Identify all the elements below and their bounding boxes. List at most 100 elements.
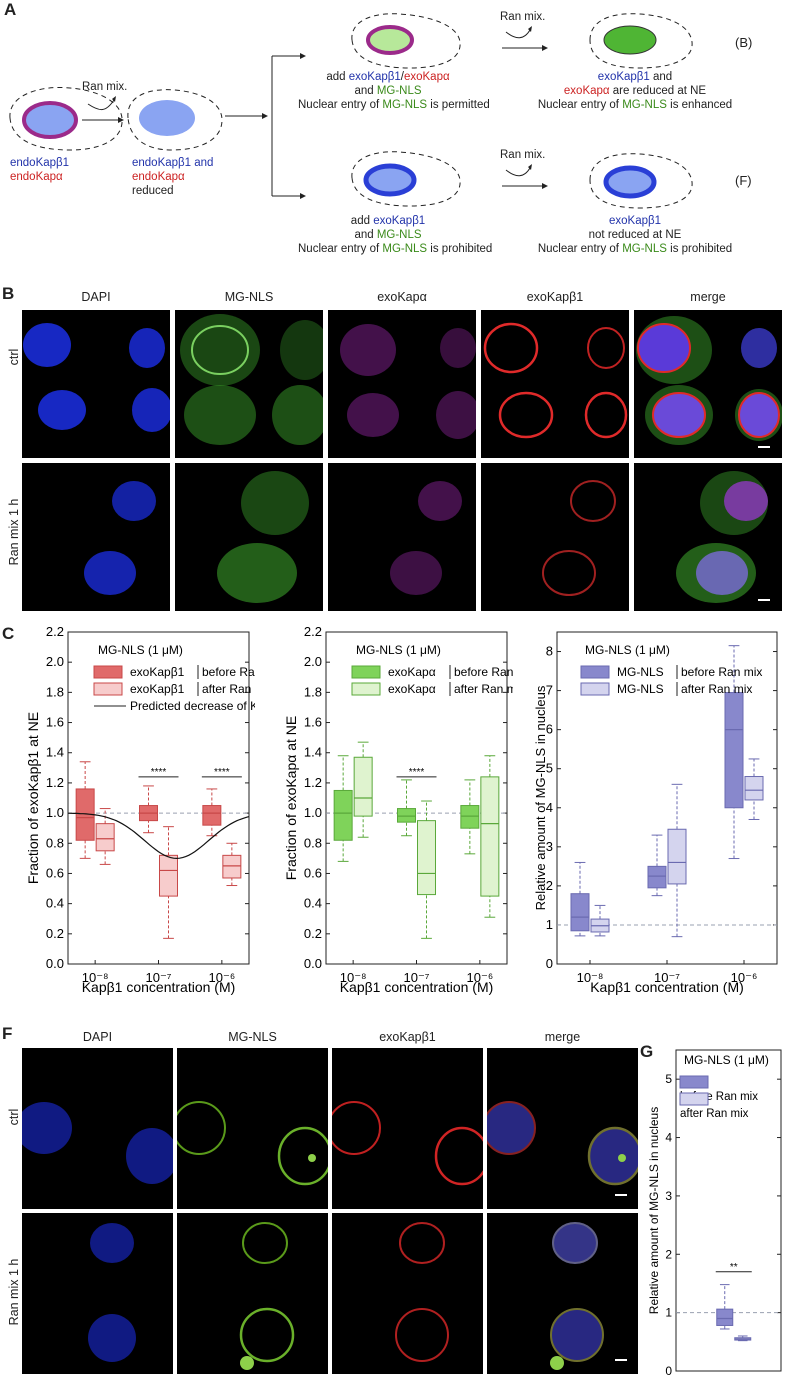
significance-label: **** — [214, 767, 230, 778]
x-tick-label: 10⁻⁶ — [467, 970, 494, 985]
bot-mid-text: add exoKapβ1 and MG-NLS Nuclear entry of… — [298, 215, 493, 255]
legend-label: exoKapα — [388, 665, 436, 679]
nucleus-top-right — [603, 25, 657, 55]
y-tick-label: 4 — [665, 1131, 672, 1145]
box-before — [397, 808, 416, 823]
legend-swatch-0 — [679, 1075, 709, 1089]
start-label: endoKapβ1 endoKapα — [10, 157, 70, 183]
legend-label: exoKapβ1 — [130, 682, 185, 696]
legend-title: MG-NLS (1 μM) — [684, 1053, 769, 1067]
legend-label: MG-NLS — [617, 665, 664, 679]
b-col-label-1: MG-NLS — [224, 290, 274, 304]
y-tick-label: 1.2 — [304, 775, 322, 790]
micrograph-b-dapi-ranmix — [22, 463, 170, 611]
f-col-label-0: DAPI — [82, 1030, 113, 1044]
y-tick-label: 5 — [665, 1072, 672, 1086]
schematic-diagram — [9, 13, 693, 209]
legend-label: exoKapβ1 — [130, 665, 185, 679]
legend-label: exoKapα — [388, 682, 436, 696]
y-tick-label: 2.0 — [46, 654, 64, 669]
y-tick-label: 1.8 — [304, 684, 322, 699]
y-tick-label: 3 — [665, 1189, 672, 1203]
legend-desc: after Ran mix — [202, 682, 255, 696]
micrograph-f-merge-ranmix — [487, 1213, 638, 1374]
legend-desc: before Ran mix — [454, 665, 513, 679]
micrograph-b-merge-ctrl — [634, 310, 782, 458]
top-mid-text: add exoKapβ1/exoKapα and MG-NLS Nuclear … — [298, 71, 490, 111]
box-before — [570, 893, 590, 932]
micrograph-b-dapi-ctrl — [22, 310, 170, 458]
legend-swatch-0 — [351, 665, 381, 679]
y-tick-label: 0.2 — [46, 926, 64, 941]
x-axis-label: Kapβ1 concentration (M) — [340, 979, 494, 995]
b-col-label-3: exoKapβ1 — [526, 290, 584, 304]
micrograph-f-exokapb1-ranmix — [332, 1213, 483, 1374]
y-tick-label: 0.8 — [46, 835, 64, 850]
y-tick-label: 0.6 — [46, 865, 64, 880]
micrograph-f-mgnls-ctrl — [177, 1048, 328, 1209]
legend-title: MG-NLS (1 μM) — [585, 643, 670, 657]
box-before — [647, 865, 667, 889]
micrograph-f-dapi-ranmix — [22, 1213, 173, 1374]
legend-label: Predicted decrease of Kapβ1 — [130, 699, 255, 713]
nucleus-start — [22, 101, 78, 139]
y-tick-label: 1.4 — [46, 745, 64, 760]
ref-f: (F) — [735, 173, 752, 188]
y-tick-label: 2 — [546, 878, 553, 893]
y-tick-label: 3 — [546, 839, 553, 854]
micrograph-b-exokapb1-ranmix — [481, 463, 629, 611]
legend-title: MG-NLS (1 μM) — [98, 643, 183, 657]
legend-title: MG-NLS (1 μM) — [356, 643, 441, 657]
y-tick-label: 1.4 — [304, 745, 322, 760]
significance-label: **** — [409, 767, 425, 778]
y-tick-label: 4 — [546, 800, 553, 815]
row-label-ranmix-f: Ran mix 1 h — [7, 1258, 21, 1326]
x-axis-label: Kapβ1 concentration (M) — [82, 979, 236, 995]
significance-label: **** — [151, 767, 167, 778]
cell-outline-bot-right — [589, 153, 693, 209]
f-col-label-1: MG-NLS — [228, 1030, 277, 1044]
micrograph-b-mgnls-ctrl — [175, 310, 323, 458]
x-tick-label: 10⁻⁸ — [577, 970, 604, 985]
y-tick-label: 2.2 — [304, 624, 322, 639]
ran-mix-label-1: Ran mix. — [82, 81, 128, 93]
box-after — [353, 756, 373, 817]
ref-b: (B) — [735, 35, 753, 50]
y-tick-label: 0 — [546, 956, 553, 971]
panel-letter-f: F — [2, 1024, 13, 1043]
panel-letter-b: B — [2, 284, 15, 303]
y-axis-label: Fraction of exoKapα at NE — [283, 716, 299, 881]
y-tick-label: 1.8 — [46, 684, 64, 699]
legend-desc: before Ran mix — [681, 665, 762, 679]
y-tick-label: 2.2 — [46, 624, 64, 639]
x-axis-label: Kapβ1 concentration (M) — [590, 979, 744, 995]
legend-swatch-1 — [580, 682, 610, 696]
box-after — [417, 820, 436, 896]
significance-label: ** — [730, 1262, 738, 1273]
micrograph-b-exokapa-ranmix — [328, 463, 476, 611]
nucleus-reduced — [139, 100, 195, 136]
box-after — [222, 854, 242, 879]
panel-letter-c: C — [2, 624, 15, 643]
legend-swatch-0 — [580, 665, 610, 679]
y-axis-label: Relative amount of MG-NLS in nucleus — [647, 1107, 661, 1314]
b-col-label-4: merge — [690, 290, 726, 304]
f-col-label-3: merge — [544, 1030, 581, 1044]
box-after — [480, 776, 500, 897]
chart-c3: 0 1 2 3 4 5 6 7 8 10⁻⁸ 10⁻⁷ 10⁻⁶ MG-NLS (1 μM) MG-NLS… — [533, 631, 778, 995]
row-label-ctrl-b: ctrl — [7, 348, 21, 366]
box-before — [202, 805, 222, 826]
legend-desc: after Ran mix — [680, 1108, 749, 1120]
y-tick-label: 2.0 — [304, 654, 322, 669]
chart-c2: 0.0 0.2 0.4 0.6 0.8 1.0 1.2 1.4 1.6 1.8 2.0 2.2 10⁻⁸… — [283, 624, 513, 995]
box-before — [716, 1308, 734, 1326]
y-axis-label: Relative amount of MG-NLS in nucleus — [533, 685, 548, 910]
cell-outline-bot-mid — [351, 151, 461, 207]
y-tick-label: 1 — [665, 1306, 672, 1320]
micrograph-f-dapi-ctrl — [22, 1048, 173, 1209]
micrograph-b-mgnls-ranmix — [175, 463, 323, 611]
micrograph-f-mgnls-ranmix — [177, 1213, 328, 1374]
legend-desc: after Ran mix — [454, 682, 513, 696]
box-after — [744, 776, 764, 801]
